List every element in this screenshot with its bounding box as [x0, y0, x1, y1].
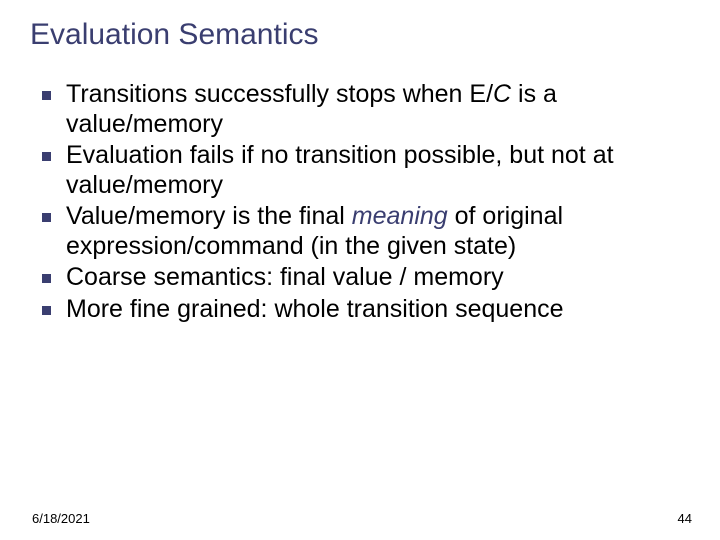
bullet-text-pre: Transitions successfully stops when E/ — [66, 80, 493, 108]
list-item: Value/memory is the final meaning of ori… — [38, 202, 690, 261]
list-item: More fine grained: whole transition sequ… — [38, 295, 690, 325]
bullet-text-pre: Value/memory is the final — [66, 202, 352, 230]
bullet-text-ital: C — [493, 80, 511, 108]
footer-date: 6/18/2021 — [32, 511, 90, 526]
bullet-text-em: meaning — [352, 202, 448, 230]
list-item: Transitions successfully stops when E/C … — [38, 80, 690, 139]
list-item: Evaluation fails if no transition possib… — [38, 141, 690, 200]
slide: Evaluation Semantics Transitions success… — [0, 0, 720, 540]
list-item: Coarse semantics: final value / memory — [38, 263, 690, 293]
slide-title: Evaluation Semantics — [30, 18, 690, 52]
footer-page: 44 — [678, 511, 692, 526]
bullet-text-pre: Coarse semantics: final value / memory — [66, 263, 504, 291]
bullet-list: Transitions successfully stops when E/C … — [30, 80, 690, 324]
bullet-text-pre: More fine grained: whole transition sequ… — [66, 295, 564, 323]
bullet-text-pre: Evaluation fails if no transition possib… — [66, 141, 614, 199]
